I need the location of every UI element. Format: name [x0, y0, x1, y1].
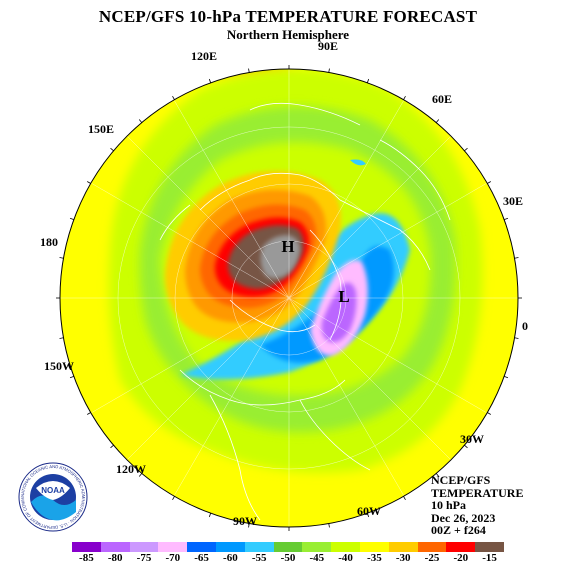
colorbar-segment	[359, 542, 389, 552]
colorbar-tick-label: -85	[79, 552, 94, 564]
field-cyan-small-contour	[350, 159, 366, 166]
rim-tick	[504, 375, 509, 379]
rim-tick	[172, 96, 175, 100]
info-variable: TEMPERATURE	[431, 485, 524, 500]
colorbar-segment	[244, 542, 274, 552]
low-pressure-label: L	[338, 287, 349, 306]
field-violet-contour	[321, 282, 357, 343]
colorbar-segment	[417, 542, 447, 552]
colorbar-tick-label: -60	[223, 552, 238, 564]
rim-tick	[138, 119, 143, 123]
colorbar	[72, 542, 504, 552]
rim-tick	[464, 444, 468, 449]
colorbar-segment	[446, 542, 476, 552]
colorbar-segment	[475, 542, 504, 552]
lon-label-30w: 30W	[460, 432, 484, 446]
noaa-logo: NATIONAL OCEANIC AND ATMOSPHERIC ADMINIS…	[18, 462, 88, 532]
rim-ticks	[56, 65, 522, 531]
lon-label-60w: 60W	[357, 504, 381, 518]
rim-tick	[435, 119, 440, 123]
lon-label-150e: 150E	[88, 122, 115, 136]
rim-tick	[69, 217, 74, 221]
lon-label-0: 0	[522, 319, 528, 333]
colorbar-segment	[129, 542, 159, 552]
rim-tick	[69, 375, 74, 379]
rim-tick	[138, 473, 143, 477]
colorbar-segment	[158, 542, 188, 552]
colorbar-segment	[72, 542, 101, 552]
colorbar-segment	[388, 542, 418, 552]
colorbar-tick-label: -70	[165, 552, 181, 564]
colorbar-tick-label: -50	[280, 552, 296, 564]
lon-label-60e: 60E	[432, 92, 453, 106]
rim-tick	[487, 412, 491, 415]
lon-label-90e: 90E	[318, 39, 339, 53]
logo-wordmark: NOAA	[41, 486, 65, 495]
colorbar-tick-label: -65	[194, 552, 209, 564]
colorbar-tick-label: -75	[136, 552, 152, 564]
colorbar-tick-label: -30	[395, 552, 411, 564]
rim-tick	[248, 523, 250, 528]
rim-tick	[208, 513, 212, 518]
colorbar-tick-label: -20	[453, 552, 469, 564]
rim-tick	[248, 68, 250, 73]
rim-tick	[110, 147, 114, 152]
rim-tick	[59, 257, 64, 259]
colorbar-tick-label: -15	[482, 552, 497, 564]
colorbar-segment	[273, 542, 303, 552]
rim-tick	[403, 96, 406, 100]
colorbar-segment	[331, 542, 360, 552]
map-graticule	[60, 69, 518, 527]
page-title: NCEP/GFS 10-hPa TEMPERATURE FORECAST	[98, 7, 478, 26]
rim-tick	[514, 257, 519, 259]
colorbar-segment	[100, 542, 130, 552]
rim-tick	[328, 68, 330, 73]
colorbar-segment	[302, 542, 332, 552]
lon-label-180: 180	[40, 235, 58, 249]
rim-tick	[87, 412, 91, 415]
rim-tick	[328, 523, 330, 528]
forecast-info: NCEP/GFS TEMPERATURE 10 hPa Dec 26, 2023…	[431, 474, 523, 537]
rim-tick	[208, 78, 212, 83]
info-date: Dec 26, 2023	[431, 510, 496, 525]
colorbar-tick-label: -40	[338, 552, 353, 564]
colorbar-tick-label: -45	[309, 552, 325, 564]
rim-tick	[110, 444, 114, 449]
coastlines	[159, 102, 451, 521]
info-forecast-hour: 00Z + f264	[431, 523, 486, 538]
field-gray-contour	[260, 235, 300, 279]
info-level: 10 hPa	[431, 498, 467, 513]
page-subtitle: Northern Hemisphere	[226, 27, 350, 42]
colorbar-tick-label: -80	[107, 552, 123, 564]
rim-tick	[487, 181, 491, 184]
lon-label-150w: 150W	[44, 359, 74, 373]
rim-tick	[366, 513, 370, 518]
colorbar-ticks: -85 -80 -75 -70 -65 -60 -55 -50 -45 -40 -35 -30 -25 -…	[0, 552, 576, 566]
rim-tick	[172, 496, 175, 500]
info-model: NCEP/GFS	[431, 473, 491, 487]
rim-tick	[435, 473, 440, 477]
rim-tick	[366, 78, 370, 83]
rim-tick	[87, 181, 91, 184]
lon-label-30e: 30E	[503, 194, 524, 208]
lon-label-120w: 120W	[116, 462, 146, 476]
rim-tick	[59, 337, 64, 339]
rim-tick	[403, 496, 406, 500]
colorbar-segment	[187, 542, 216, 552]
rim-tick	[514, 337, 519, 339]
colorbar-tick-label: -55	[251, 552, 267, 564]
rim-tick	[464, 147, 468, 152]
colorbar-tick-label: -35	[367, 552, 382, 564]
lon-label-90w: 90W	[233, 514, 257, 528]
high-pressure-label: H	[281, 237, 294, 256]
rim-tick	[504, 217, 509, 221]
lon-label-120e: 120E	[191, 49, 218, 63]
colorbar-segment	[215, 542, 245, 552]
colorbar-tick-label: -25	[424, 552, 440, 564]
